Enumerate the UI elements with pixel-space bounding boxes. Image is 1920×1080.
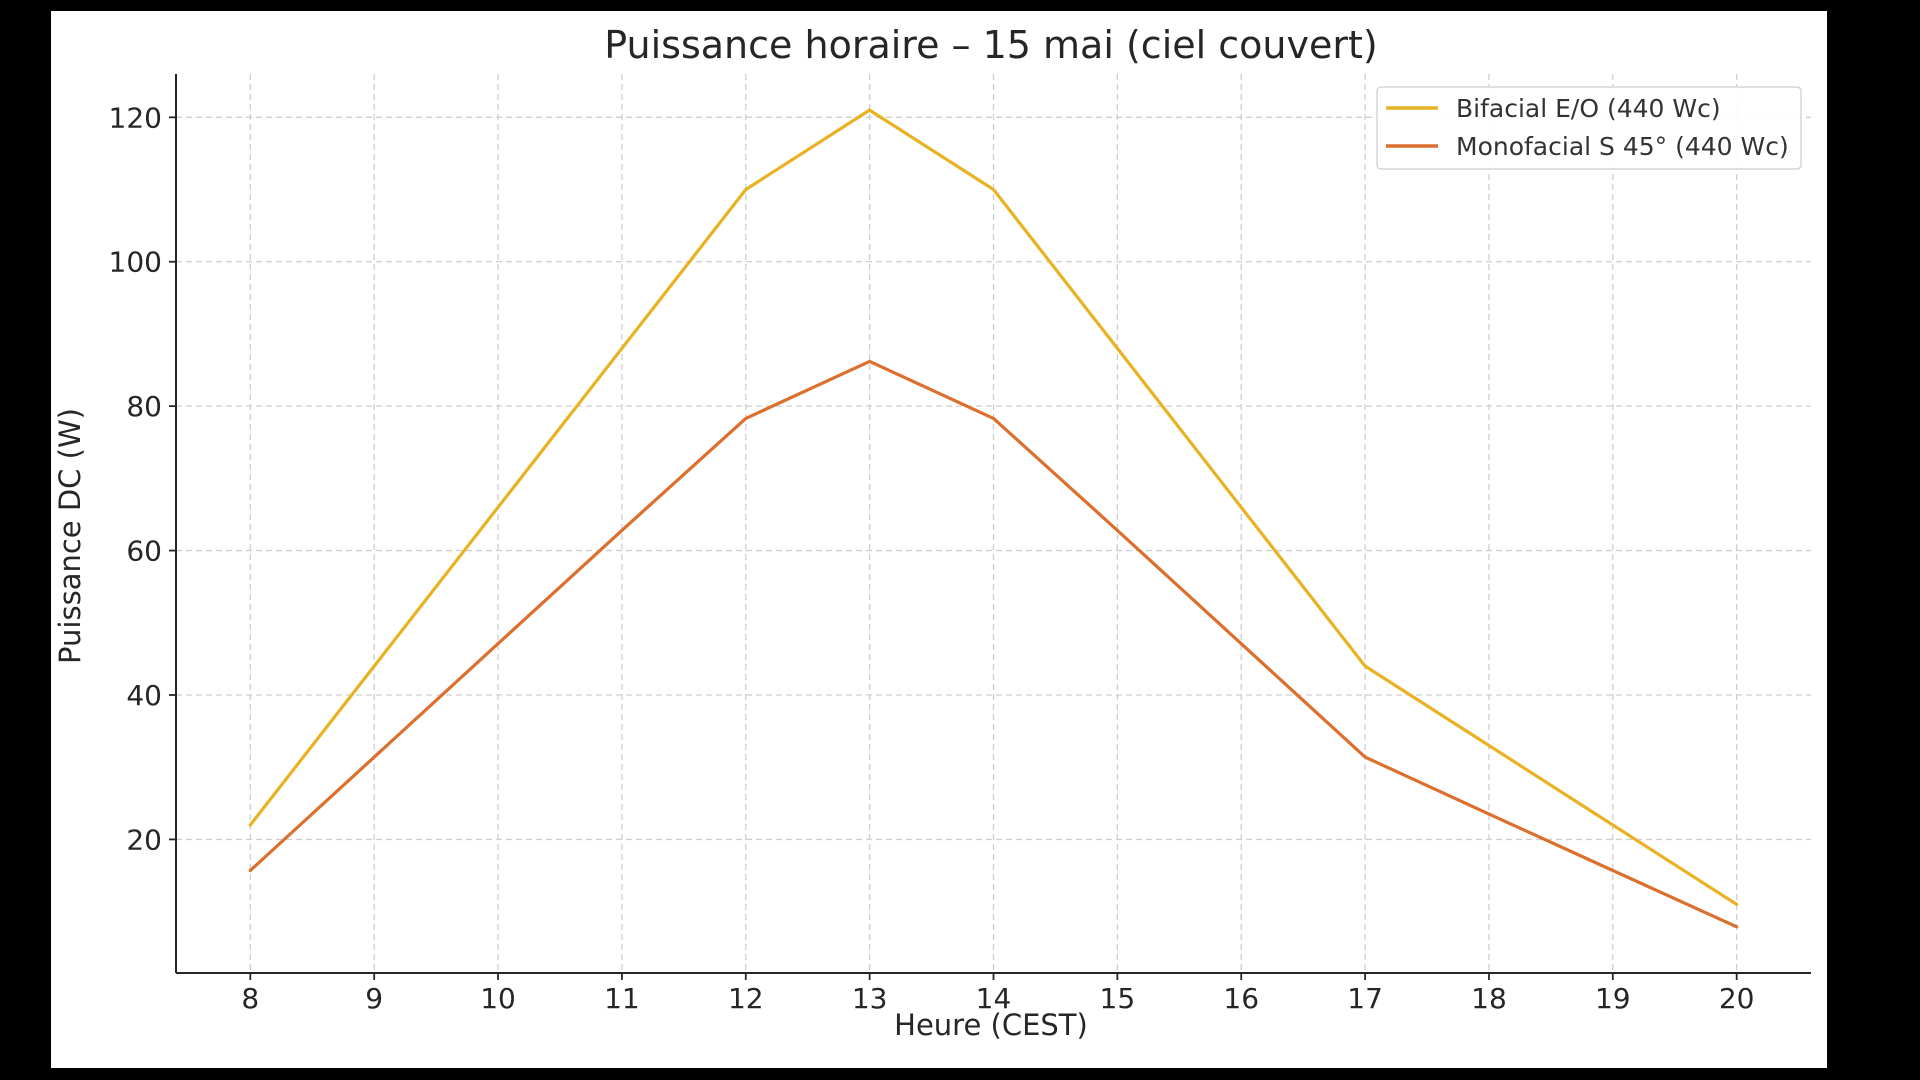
x-tick-label: 17 xyxy=(1347,982,1383,1015)
x-tick-label: 10 xyxy=(480,982,516,1015)
y-tick-label: 60 xyxy=(126,535,162,568)
legend-label-1: Bifacial E/O (440 Wc) xyxy=(1456,94,1721,123)
y-tick-label: 20 xyxy=(126,823,162,856)
legend-label-2: Monofacial S 45° (440 Wc) xyxy=(1456,132,1789,161)
series-lines xyxy=(248,108,1739,929)
y-tick-label: 40 xyxy=(126,679,162,712)
series-line-2 xyxy=(248,359,1739,929)
legend: Bifacial E/O (440 Wc) Monofacial S 45° (4… xyxy=(1376,86,1802,170)
x-tick-label: 8 xyxy=(241,982,259,1015)
x-tick-label: 14 xyxy=(976,982,1012,1015)
y-tick-label: 100 xyxy=(109,246,162,279)
grid xyxy=(176,74,1811,973)
series-line-1 xyxy=(248,108,1739,907)
legend-box xyxy=(1376,86,1802,170)
chart-frame: 8 9 10 11 12 13 14 15 16 17 18 19 20 20 40 60 80 100 120 P… xyxy=(51,11,1827,1068)
axes xyxy=(169,74,1811,980)
y-axis-label: Puissance DC (W) xyxy=(53,408,87,664)
y-tick-label: 120 xyxy=(109,101,162,134)
line-chart: 8 9 10 11 12 13 14 15 16 17 18 19 20 20 40 60 80 100 120 P… xyxy=(53,23,1811,1042)
x-tick-label: 15 xyxy=(1100,982,1136,1015)
x-tick-label: 11 xyxy=(604,982,640,1015)
x-tick-label: 13 xyxy=(852,982,888,1015)
x-tick-label: 19 xyxy=(1595,982,1631,1015)
y-tick-label: 80 xyxy=(126,390,162,423)
x-axis-label: Heure (CEST) xyxy=(894,1008,1088,1042)
chart-title: Puissance horaire – 15 mai (ciel couvert… xyxy=(604,23,1377,67)
tick-labels: 8 9 10 11 12 13 14 15 16 17 18 19 20 20 40 60 80 100 120 xyxy=(109,101,1755,1015)
x-tick-label: 20 xyxy=(1719,982,1755,1015)
x-tick-label: 9 xyxy=(365,982,383,1015)
x-tick-label: 16 xyxy=(1223,982,1259,1015)
x-tick-label: 12 xyxy=(728,982,764,1015)
x-tick-label: 18 xyxy=(1471,982,1507,1015)
